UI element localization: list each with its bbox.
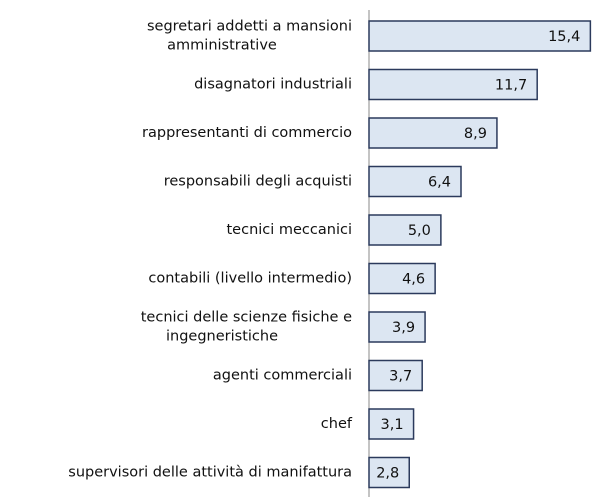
bar — [368, 214, 442, 246]
category-label: tecnici meccanici — [226, 222, 352, 238]
category-label: agenti commerciali — [213, 368, 352, 384]
bar — [368, 68, 538, 101]
value-label: 3,1 — [381, 417, 404, 433]
bar — [368, 262, 436, 295]
category-label: rappresentanti di commercio — [142, 125, 352, 141]
category-label: contabili (livello intermedio) — [148, 271, 352, 287]
value-label: 15,4 — [548, 29, 580, 45]
category-label-line: ingegneristiche — [166, 329, 278, 345]
value-label: 6,4 — [428, 175, 451, 191]
value-label: 4,6 — [402, 272, 425, 288]
category-label: responsabili degli acquisti — [164, 174, 352, 190]
value-label: 5,0 — [408, 223, 431, 239]
value-label: 3,9 — [392, 320, 415, 336]
category-label: segretari addetti a mansioni amministrati… — [147, 19, 352, 54]
category-label-line: amministrative — [167, 38, 277, 54]
bar — [368, 165, 462, 198]
bar — [368, 20, 592, 52]
category-label: supervisori delle attività di manifattur… — [68, 465, 352, 481]
bar — [368, 456, 410, 489]
value-label: 2,8 — [376, 466, 399, 482]
bar — [368, 311, 426, 343]
bar — [368, 408, 415, 440]
bar — [368, 359, 423, 392]
value-label: 11,7 — [495, 78, 527, 94]
bar — [368, 117, 498, 149]
category-label-line: segretari addetti a mansioni — [147, 19, 352, 35]
value-label: 3,7 — [389, 369, 412, 385]
value-label: 8,9 — [464, 126, 487, 142]
category-label: disagnatori industriali — [194, 77, 352, 93]
category-label: tecnici delle scienze fisiche e ingegneri… — [141, 310, 352, 345]
category-label: chef — [321, 416, 353, 432]
category-label-line: tecnici delle scienze fisiche e — [141, 310, 352, 326]
